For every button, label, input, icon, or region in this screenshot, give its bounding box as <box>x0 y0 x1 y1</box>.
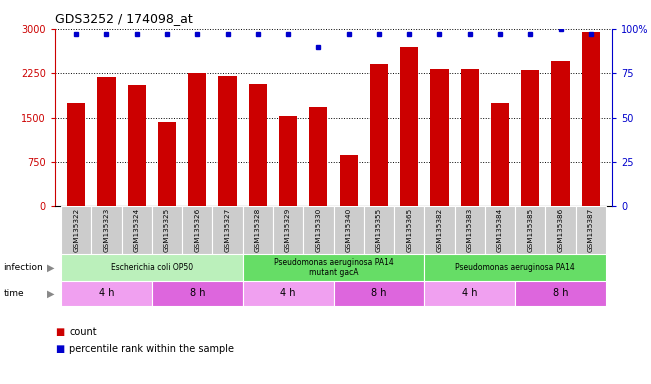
Text: Pseudomonas aeruginosa PA14
mutant gacA: Pseudomonas aeruginosa PA14 mutant gacA <box>273 258 393 277</box>
Text: 4 h: 4 h <box>462 288 477 298</box>
Bar <box>61 281 152 306</box>
Bar <box>152 281 243 306</box>
Text: GSM135384: GSM135384 <box>497 207 503 252</box>
Text: GSM135326: GSM135326 <box>194 207 201 252</box>
Bar <box>485 206 515 254</box>
Bar <box>67 103 85 206</box>
Bar <box>219 76 236 206</box>
Bar <box>370 65 388 206</box>
Text: GSM135327: GSM135327 <box>225 207 230 252</box>
Text: GSM135355: GSM135355 <box>376 207 382 252</box>
Text: ■: ■ <box>55 327 64 337</box>
Text: GSM135382: GSM135382 <box>436 207 443 252</box>
Text: GSM135386: GSM135386 <box>557 207 564 252</box>
Bar <box>128 85 146 206</box>
Text: GSM135324: GSM135324 <box>133 207 140 252</box>
Bar <box>243 281 333 306</box>
Text: GSM135340: GSM135340 <box>346 207 352 252</box>
Bar <box>582 32 600 206</box>
Bar <box>521 70 539 206</box>
Bar <box>122 206 152 254</box>
Bar <box>279 116 297 206</box>
Bar <box>309 107 327 206</box>
Text: time: time <box>3 289 24 298</box>
Text: GSM135383: GSM135383 <box>467 207 473 252</box>
Text: Pseudomonas aeruginosa PA14: Pseudomonas aeruginosa PA14 <box>455 263 575 272</box>
Bar <box>340 155 357 206</box>
Bar <box>188 73 206 206</box>
Bar <box>182 206 212 254</box>
Bar <box>551 61 570 206</box>
Bar <box>249 84 267 206</box>
Text: GSM135385: GSM135385 <box>527 207 533 252</box>
Text: 4 h: 4 h <box>99 288 114 298</box>
Text: ▶: ▶ <box>47 263 55 273</box>
Bar <box>212 206 243 254</box>
Text: GSM135329: GSM135329 <box>285 207 291 252</box>
Bar <box>546 206 575 254</box>
Bar <box>303 206 333 254</box>
Bar <box>364 206 394 254</box>
Text: ▶: ▶ <box>47 288 55 298</box>
Bar <box>515 206 546 254</box>
Bar <box>91 206 122 254</box>
Text: GSM135322: GSM135322 <box>73 207 79 252</box>
Bar <box>61 206 91 254</box>
Bar <box>158 122 176 206</box>
Text: GDS3252 / 174098_at: GDS3252 / 174098_at <box>55 12 193 25</box>
Text: 8 h: 8 h <box>189 288 205 298</box>
Bar <box>400 47 418 206</box>
Text: 8 h: 8 h <box>371 288 387 298</box>
Bar <box>273 206 303 254</box>
Bar <box>243 206 273 254</box>
Bar <box>515 281 606 306</box>
Bar <box>333 206 364 254</box>
Text: GSM135323: GSM135323 <box>104 207 109 252</box>
Text: 4 h: 4 h <box>281 288 296 298</box>
Text: GSM135325: GSM135325 <box>164 207 170 252</box>
Text: GSM135387: GSM135387 <box>588 207 594 252</box>
Text: percentile rank within the sample: percentile rank within the sample <box>69 344 234 354</box>
Text: infection: infection <box>3 263 43 272</box>
Bar <box>575 206 606 254</box>
Bar <box>491 103 509 206</box>
Text: GSM135365: GSM135365 <box>406 207 412 252</box>
Bar <box>152 206 182 254</box>
Text: GSM135330: GSM135330 <box>315 207 322 252</box>
Bar <box>461 69 478 206</box>
Text: GSM135328: GSM135328 <box>255 207 261 252</box>
Bar <box>454 206 485 254</box>
Bar <box>430 69 449 206</box>
Bar <box>243 254 424 281</box>
Bar <box>333 281 424 306</box>
Bar <box>424 281 515 306</box>
Text: ■: ■ <box>55 344 64 354</box>
Bar <box>98 78 115 206</box>
Bar <box>424 206 454 254</box>
Text: count: count <box>69 327 97 337</box>
Text: Escherichia coli OP50: Escherichia coli OP50 <box>111 263 193 272</box>
Bar <box>394 206 424 254</box>
Bar <box>424 254 606 281</box>
Bar <box>61 254 243 281</box>
Text: 8 h: 8 h <box>553 288 568 298</box>
